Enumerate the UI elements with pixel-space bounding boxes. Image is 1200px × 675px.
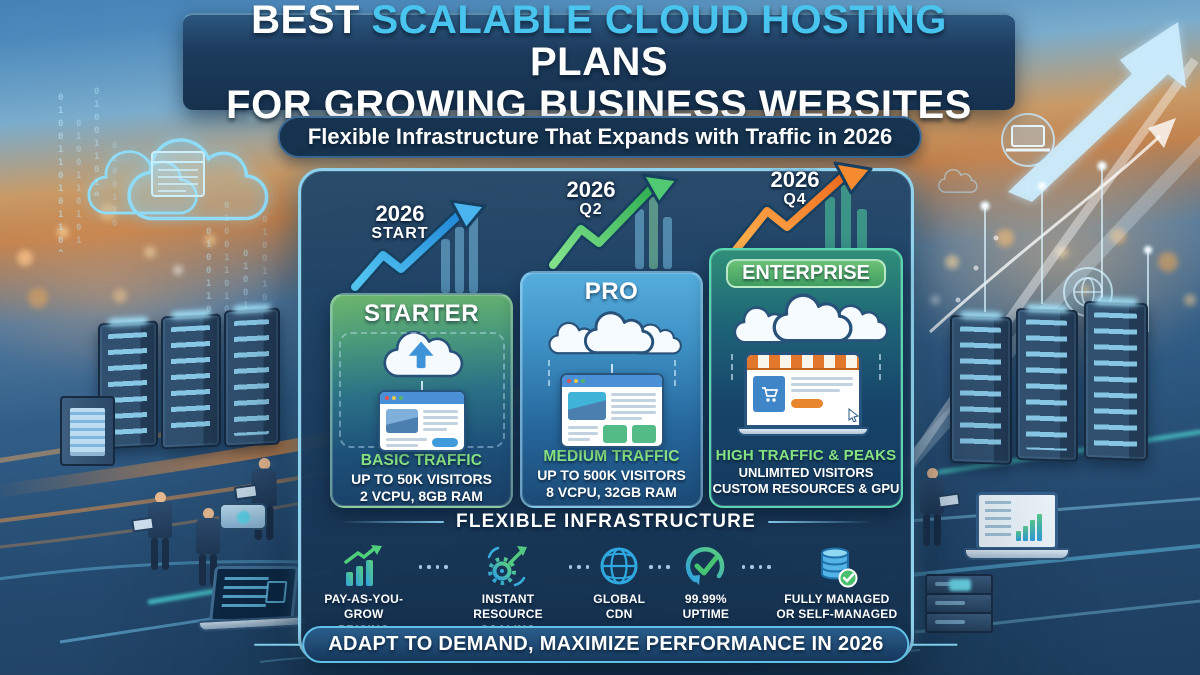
timeline-label-start: 2026 START (371, 201, 429, 242)
website-window-illustration (377, 389, 466, 452)
hardware-spec: 8 VCPU, 32GB RAM (546, 483, 677, 500)
gear-scaling-icon (487, 546, 528, 587)
growth-arrow-blue-icon (348, 199, 487, 294)
shopping-cart-icon (752, 376, 785, 412)
visitors-spec: UP TO 50K VISITORS (351, 470, 492, 487)
title-banner: BEST SCALABLE CLOUD HOSTING PLANS FOR GR… (183, 0, 1015, 126)
timeline-label-q2: 2026 Q2 (566, 177, 616, 218)
online-store-laptop-illustration (736, 352, 869, 436)
cloud-cluster-icon (733, 293, 888, 344)
starter-illustration (338, 330, 505, 452)
title-highlight: SCALABLE CLOUD HOSTING (371, 0, 947, 42)
growth-arrow-green-icon (546, 173, 679, 272)
hardware-spec: 2 VCPU, 8GB RAM (360, 487, 483, 504)
plan-card-starter: STARTER BASIC TRAFFIC UP TO (330, 293, 513, 508)
multi-cloud-icon (547, 311, 682, 355)
storefront-awning (746, 355, 859, 370)
plan-card-enterprise: ENTERPRISE (709, 248, 903, 508)
plan-name: PRO (584, 278, 639, 305)
enterprise-illustration (721, 290, 891, 447)
feature-managed: FULLY MANAGED OR SELF-MANAGED (771, 543, 903, 623)
dots-separator (741, 565, 771, 569)
footer-banner: ADAPT TO DEMAND, MAXIMIZE PERFORMANCE IN… (302, 626, 910, 663)
feature-pay-as-you-grow: PAY-AS-YOU-GROWPRICING (309, 543, 419, 638)
plan-name: STARTER (363, 300, 480, 327)
visitors-spec: UP TO 500K VISITORS (537, 466, 686, 483)
timeline-label-q4: 2026 Q4 (770, 167, 820, 208)
globe-icon (600, 547, 638, 585)
dots-separator (649, 565, 670, 569)
traffic-tier: BASIC TRAFFIC (360, 452, 483, 469)
hardware-spec: CUSTOM RESOURCES & GPU (712, 481, 900, 497)
managed-database-icon (820, 547, 858, 588)
dots-separator (418, 565, 448, 569)
page-title-line1: BEST SCALABLE CLOUD HOSTING PLANS (183, 0, 1015, 84)
feature-global-cdn: GLOBAL CDN (589, 543, 649, 623)
plan-details: MEDIUM TRAFFIC UP TO 500K VISITORS 8 VCP… (537, 448, 686, 510)
growth-arrow-orange-icon (728, 161, 873, 259)
feature-uptime: 99.99% UPTIME (670, 543, 742, 623)
uptime-check-icon (685, 547, 725, 585)
cursor-icon (848, 408, 859, 422)
plan-details: BASIC TRAFFIC UP TO 50K VISITORS 2 VCPU,… (351, 452, 492, 514)
plan-card-pro: PRO (520, 271, 703, 508)
plan-details: HIGH TRAFFIC & PEAKS UNLIMITED VISITORS … (713, 447, 900, 506)
website-window-illustration (559, 372, 664, 448)
visitors-spec: UNLIMITED VISITORS (738, 465, 874, 481)
infrastructure-heading: FLEXIBLE INFRASTRUCTURE (301, 511, 911, 533)
dots-separator (568, 565, 589, 569)
plan-name: ENTERPRISE (726, 259, 886, 288)
subtitle-banner: Flexible Infrastructure That Expands wit… (277, 116, 923, 158)
plans-panel: 2026 START 2026 Q2 2026 Q4 ST (298, 161, 914, 663)
growth-chart-icon (344, 545, 382, 586)
cloud-upload-icon (382, 330, 463, 378)
traffic-tier: HIGH TRAFFIC & PEAKS (715, 446, 897, 464)
pro-illustration (532, 308, 692, 448)
traffic-tier: MEDIUM TRAFFIC (543, 448, 680, 465)
